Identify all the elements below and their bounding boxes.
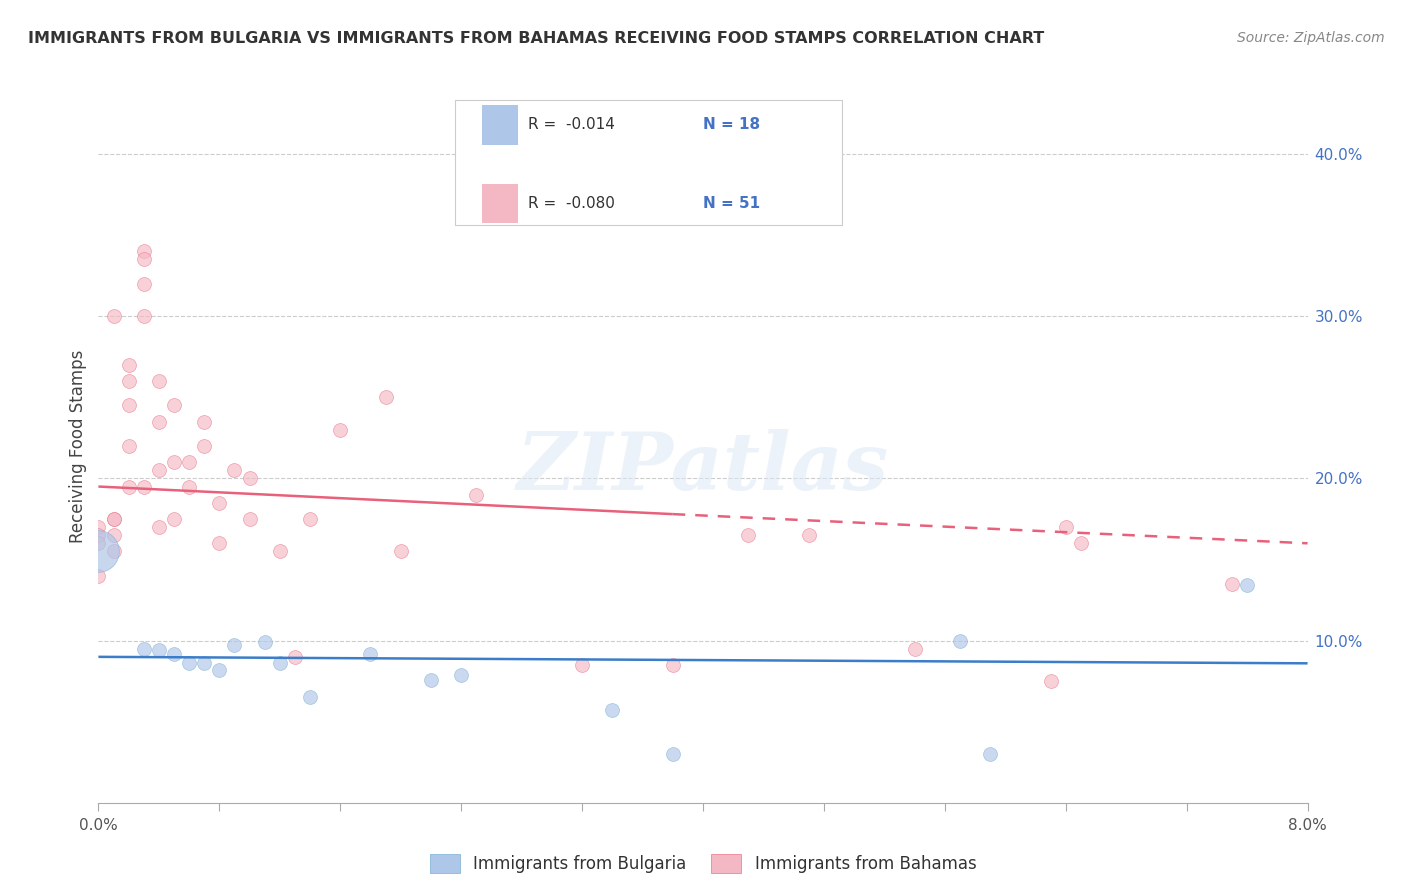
Point	[179, 479, 201, 493]
Point	[360, 647, 382, 661]
Point	[208, 536, 231, 550]
Point	[193, 657, 215, 671]
Point	[118, 439, 141, 453]
Text: R =  -0.080: R = -0.080	[527, 196, 614, 211]
Point	[1070, 536, 1092, 550]
Point	[389, 544, 412, 558]
Legend: Immigrants from Bulgaria, Immigrants from Bahamas: Immigrants from Bulgaria, Immigrants fro…	[423, 847, 983, 880]
Point	[904, 641, 927, 656]
Point	[450, 667, 472, 681]
Text: ZIPatlas: ZIPatlas	[517, 429, 889, 506]
Point	[1039, 674, 1062, 689]
FancyBboxPatch shape	[456, 100, 842, 225]
Point	[179, 657, 201, 671]
Point	[208, 663, 231, 677]
Point	[132, 277, 155, 291]
Point	[208, 496, 231, 510]
Point	[118, 358, 141, 372]
Point	[571, 657, 593, 672]
Point	[103, 512, 125, 526]
Point	[269, 657, 291, 671]
Point	[949, 633, 972, 648]
Point	[148, 520, 170, 534]
Point	[299, 512, 322, 526]
Point	[661, 657, 683, 672]
Point	[118, 374, 141, 388]
Point	[132, 479, 155, 493]
Point	[148, 415, 170, 429]
Point	[420, 673, 443, 687]
Point	[87, 568, 110, 582]
Point	[148, 643, 170, 657]
Point	[602, 703, 624, 717]
Point	[193, 439, 215, 453]
Point	[979, 747, 1001, 761]
Point	[179, 455, 201, 469]
Point	[132, 641, 155, 656]
Point	[148, 374, 170, 388]
Point	[193, 415, 215, 429]
Point	[132, 310, 155, 324]
Point	[224, 639, 246, 653]
FancyBboxPatch shape	[482, 105, 517, 145]
Point	[87, 536, 110, 550]
Point	[239, 471, 262, 485]
Point	[737, 528, 759, 542]
Point	[118, 399, 141, 413]
Point	[661, 747, 683, 761]
Point	[163, 399, 186, 413]
Point	[163, 455, 186, 469]
Point	[132, 244, 155, 259]
FancyBboxPatch shape	[482, 184, 517, 223]
Text: N = 51: N = 51	[703, 196, 761, 211]
Point	[132, 252, 155, 267]
Point	[1054, 520, 1077, 534]
Point	[103, 544, 125, 558]
Point	[103, 528, 125, 542]
Point	[87, 520, 110, 534]
Point	[239, 512, 262, 526]
Point	[87, 528, 110, 542]
Point	[465, 488, 488, 502]
Point	[329, 423, 352, 437]
Point	[253, 635, 276, 649]
Text: N = 18: N = 18	[703, 118, 761, 132]
Point	[103, 310, 125, 324]
Point	[163, 647, 186, 661]
Point	[299, 690, 322, 705]
Point	[118, 479, 141, 493]
Point	[148, 463, 170, 477]
Point	[797, 528, 820, 542]
Point	[374, 390, 396, 404]
Text: Source: ZipAtlas.com: Source: ZipAtlas.com	[1237, 31, 1385, 45]
Point	[87, 544, 110, 558]
Point	[284, 649, 307, 664]
Text: IMMIGRANTS FROM BULGARIA VS IMMIGRANTS FROM BAHAMAS RECEIVING FOOD STAMPS CORREL: IMMIGRANTS FROM BULGARIA VS IMMIGRANTS F…	[28, 31, 1045, 46]
Point	[163, 512, 186, 526]
Point	[1220, 577, 1243, 591]
Point	[103, 512, 125, 526]
Point	[269, 544, 291, 558]
Point	[1236, 578, 1258, 592]
Text: R =  -0.014: R = -0.014	[527, 118, 614, 132]
Y-axis label: Receiving Food Stamps: Receiving Food Stamps	[69, 350, 87, 542]
Point	[224, 463, 246, 477]
